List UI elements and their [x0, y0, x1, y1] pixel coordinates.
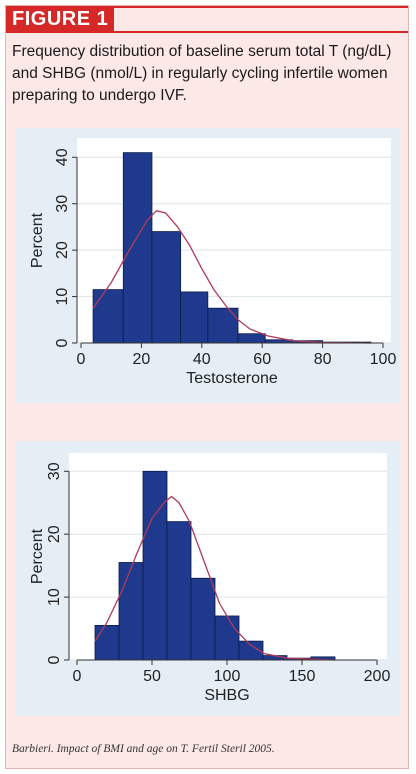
- shbg-y-tick-label: 30: [46, 462, 63, 480]
- testosterone-bar-5: [237, 333, 266, 344]
- testosterone-y-axis-label: Percent: [29, 212, 46, 268]
- testosterone-x-tick-label: 0: [77, 351, 86, 368]
- testosterone-y-tick-label: 40: [54, 148, 71, 166]
- shbg-density-curve: [94, 495, 336, 661]
- shbg-bar-1: [118, 562, 144, 661]
- shbg-bar-0: [94, 625, 120, 661]
- testosterone-bar-1: [122, 152, 153, 344]
- testosterone-x-tick-label: 40: [193, 351, 211, 368]
- testosterone-y-tick-label: 30: [54, 195, 71, 213]
- testosterone-y-tick-label: 20: [54, 241, 71, 259]
- figure-label: FIGURE 1: [6, 6, 114, 33]
- figure-caption: Frequency distribution of baseline serum…: [12, 43, 392, 104]
- testosterone-bar-0: [92, 289, 124, 344]
- shbg-bar-4: [190, 577, 216, 661]
- shbg-bar-5: [214, 615, 240, 661]
- figure-source: Barbieri. Impact of BMI and age on T. Fe…: [12, 743, 275, 755]
- testosterone-y-tick-label: 10: [54, 288, 71, 306]
- testosterone-density-curve: [92, 209, 371, 344]
- testosterone-bar-4: [207, 307, 239, 344]
- testosterone-x-tick-label: 80: [314, 351, 332, 368]
- shbg-x-axis-label: SHBG: [204, 687, 249, 704]
- testosterone-histogram-panel: 0 10 20 30 40 0 20 40 60 80 100 Testosterone Percent: [15, 128, 399, 403]
- testosterone-y-tick-label: 0: [54, 338, 71, 347]
- shbg-x-tick-label: 100: [214, 668, 241, 685]
- testosterone-x-axis-label: Testosterone: [186, 370, 278, 387]
- shbg-bar-2: [142, 470, 168, 661]
- testosterone-histogram: 0 10 20 30 40 0 20 40 60 80 100 Testosterone Percent: [29, 138, 397, 387]
- testosterone-x-tick-label: 60: [253, 351, 271, 368]
- figure-header-rule: [114, 6, 408, 33]
- shbg-y-tick-label: 0: [46, 655, 63, 664]
- shbg-y-tick-label: 20: [46, 525, 63, 543]
- shbg-x-tick-label: 0: [73, 668, 82, 685]
- shbg-histogram: 0 10 20 30 0 50 100 150 200 SHBG Percent: [29, 453, 391, 704]
- shbg-y-tick-label: 10: [46, 588, 63, 606]
- shbg-x-tick-label: 200: [364, 668, 391, 685]
- testosterone-x-tick-label: 100: [370, 351, 397, 368]
- shbg-bar-3: [166, 521, 192, 661]
- testosterone-bar-3: [180, 291, 209, 344]
- shbg-x-tick-label: 150: [289, 668, 316, 685]
- testosterone-bar-2: [151, 231, 182, 344]
- shbg-x-tick-label: 50: [143, 668, 161, 685]
- shbg-histogram-panel: 0 10 20 30 0 50 100 150 200 SHBG Percent: [15, 441, 399, 716]
- testosterone-x-tick-label: 20: [133, 351, 151, 368]
- shbg-y-axis-label: Percent: [29, 528, 46, 584]
